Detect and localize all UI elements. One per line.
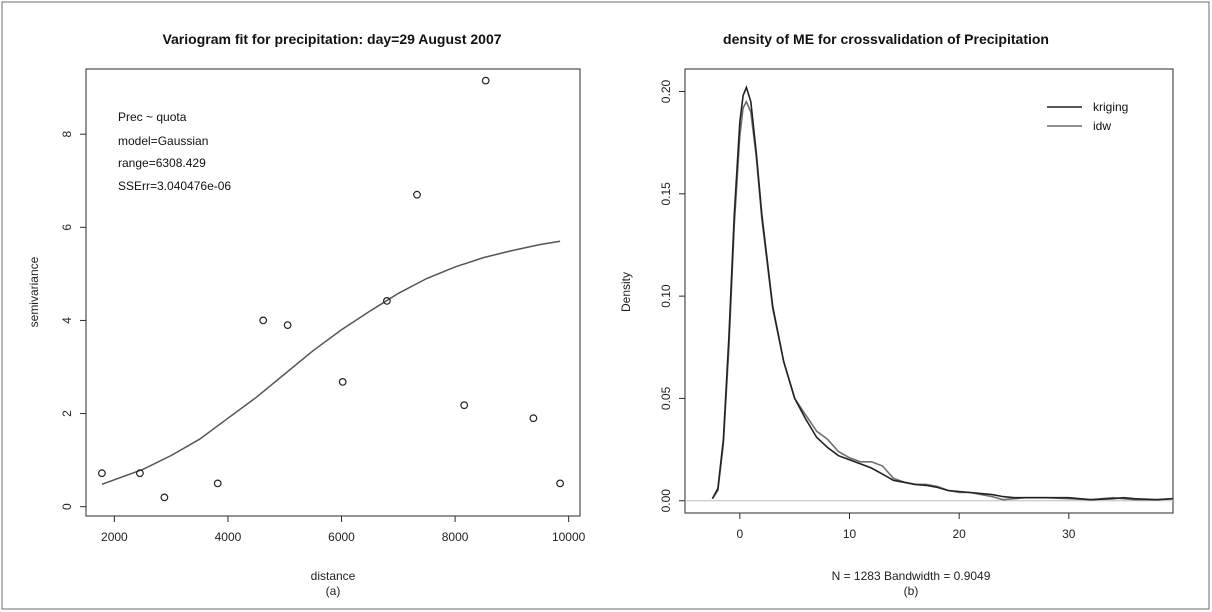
annotation-formula: Prec ~ quota bbox=[118, 110, 187, 124]
variogram-point bbox=[413, 190, 421, 199]
variogram-x-tick-label: 2000 bbox=[101, 530, 128, 544]
panel-density: density of ME for crossvalidation of Pre… bbox=[619, 31, 1174, 598]
density-x-tick-label: 0 bbox=[736, 527, 743, 541]
variogram-point bbox=[529, 414, 538, 423]
density-caption: (b) bbox=[904, 584, 919, 598]
panel-variogram: Variogram fit for precipitation: day=29 … bbox=[27, 31, 586, 598]
variogram-point bbox=[97, 469, 106, 478]
variogram-y-tick-label: 0 bbox=[60, 503, 74, 510]
variogram-annotations: Prec ~ quota model=Gaussian range=6308.4… bbox=[118, 110, 231, 193]
density-y-axis-title: Density bbox=[619, 272, 633, 312]
variogram-plot-frame bbox=[85, 68, 581, 517]
variogram-x-axis: 2000 4000 6000 8000 10000 bbox=[101, 516, 586, 544]
variogram-point bbox=[383, 297, 391, 305]
annotation-range: range=6308.429 bbox=[118, 156, 206, 170]
variogram-caption: (a) bbox=[326, 584, 341, 598]
variogram-point bbox=[556, 479, 564, 488]
density-y-tick-label: 0.05 bbox=[659, 386, 673, 410]
variogram-y-tick-label: 4 bbox=[60, 317, 74, 324]
variogram-point bbox=[460, 401, 469, 410]
density-x-tick-label: 30 bbox=[1062, 527, 1076, 541]
legend-label-kriging: kriging bbox=[1093, 100, 1128, 114]
variogram-x-axis-title: distance bbox=[311, 569, 356, 583]
variogram-point bbox=[481, 76, 490, 85]
density-line-kriging bbox=[711, 85, 1174, 501]
density-y-tick-label: 0.10 bbox=[659, 284, 673, 308]
variogram-y-tick-label: 6 bbox=[60, 224, 74, 231]
density-plot-frame bbox=[684, 68, 1174, 514]
variogram-title: Variogram fit for precipitation: day=29 … bbox=[162, 31, 501, 47]
density-title: density of ME for crossvalidation of Pre… bbox=[723, 31, 1049, 47]
variogram-fit-line bbox=[101, 240, 561, 486]
variogram-marks bbox=[97, 76, 564, 502]
variogram-point bbox=[338, 378, 347, 386]
variogram-point bbox=[283, 321, 292, 330]
variogram-point bbox=[213, 479, 222, 488]
density-x-axis-title: N = 1283 Bandwidth = 0.9049 bbox=[832, 569, 991, 583]
annotation-sserr: SSErr=3.040476e-06 bbox=[118, 179, 231, 193]
variogram-x-tick-label: 4000 bbox=[215, 530, 242, 544]
variogram-y-tick-label: 8 bbox=[60, 131, 74, 138]
density-marks bbox=[685, 85, 1174, 502]
density-x-axis: 0 10 20 30 bbox=[736, 513, 1076, 541]
variogram-x-tick-label: 10000 bbox=[552, 530, 586, 544]
variogram-y-tick-label: 2 bbox=[60, 410, 74, 417]
variogram-y-axis: 0 2 4 6 8 bbox=[60, 131, 86, 510]
variogram-point bbox=[160, 493, 169, 502]
density-y-axis: 0.00 0.05 0.10 0.15 0.20 bbox=[659, 80, 685, 513]
density-y-tick-label: 0.20 bbox=[659, 80, 673, 104]
variogram-x-tick-label: 8000 bbox=[442, 530, 469, 544]
variogram-point bbox=[135, 469, 144, 478]
density-x-tick-label: 20 bbox=[952, 527, 966, 541]
annotation-model: model=Gaussian bbox=[118, 134, 208, 148]
density-x-tick-label: 10 bbox=[843, 527, 857, 541]
variogram-y-axis-title: semivariance bbox=[27, 256, 41, 327]
variogram-point bbox=[259, 316, 268, 325]
density-y-tick-label: 0.15 bbox=[659, 182, 673, 206]
legend-label-idw: idw bbox=[1093, 119, 1111, 133]
density-y-tick-label: 0.00 bbox=[659, 489, 673, 513]
variogram-x-tick-label: 6000 bbox=[328, 530, 355, 544]
density-legend: kriging idw bbox=[1047, 100, 1128, 133]
